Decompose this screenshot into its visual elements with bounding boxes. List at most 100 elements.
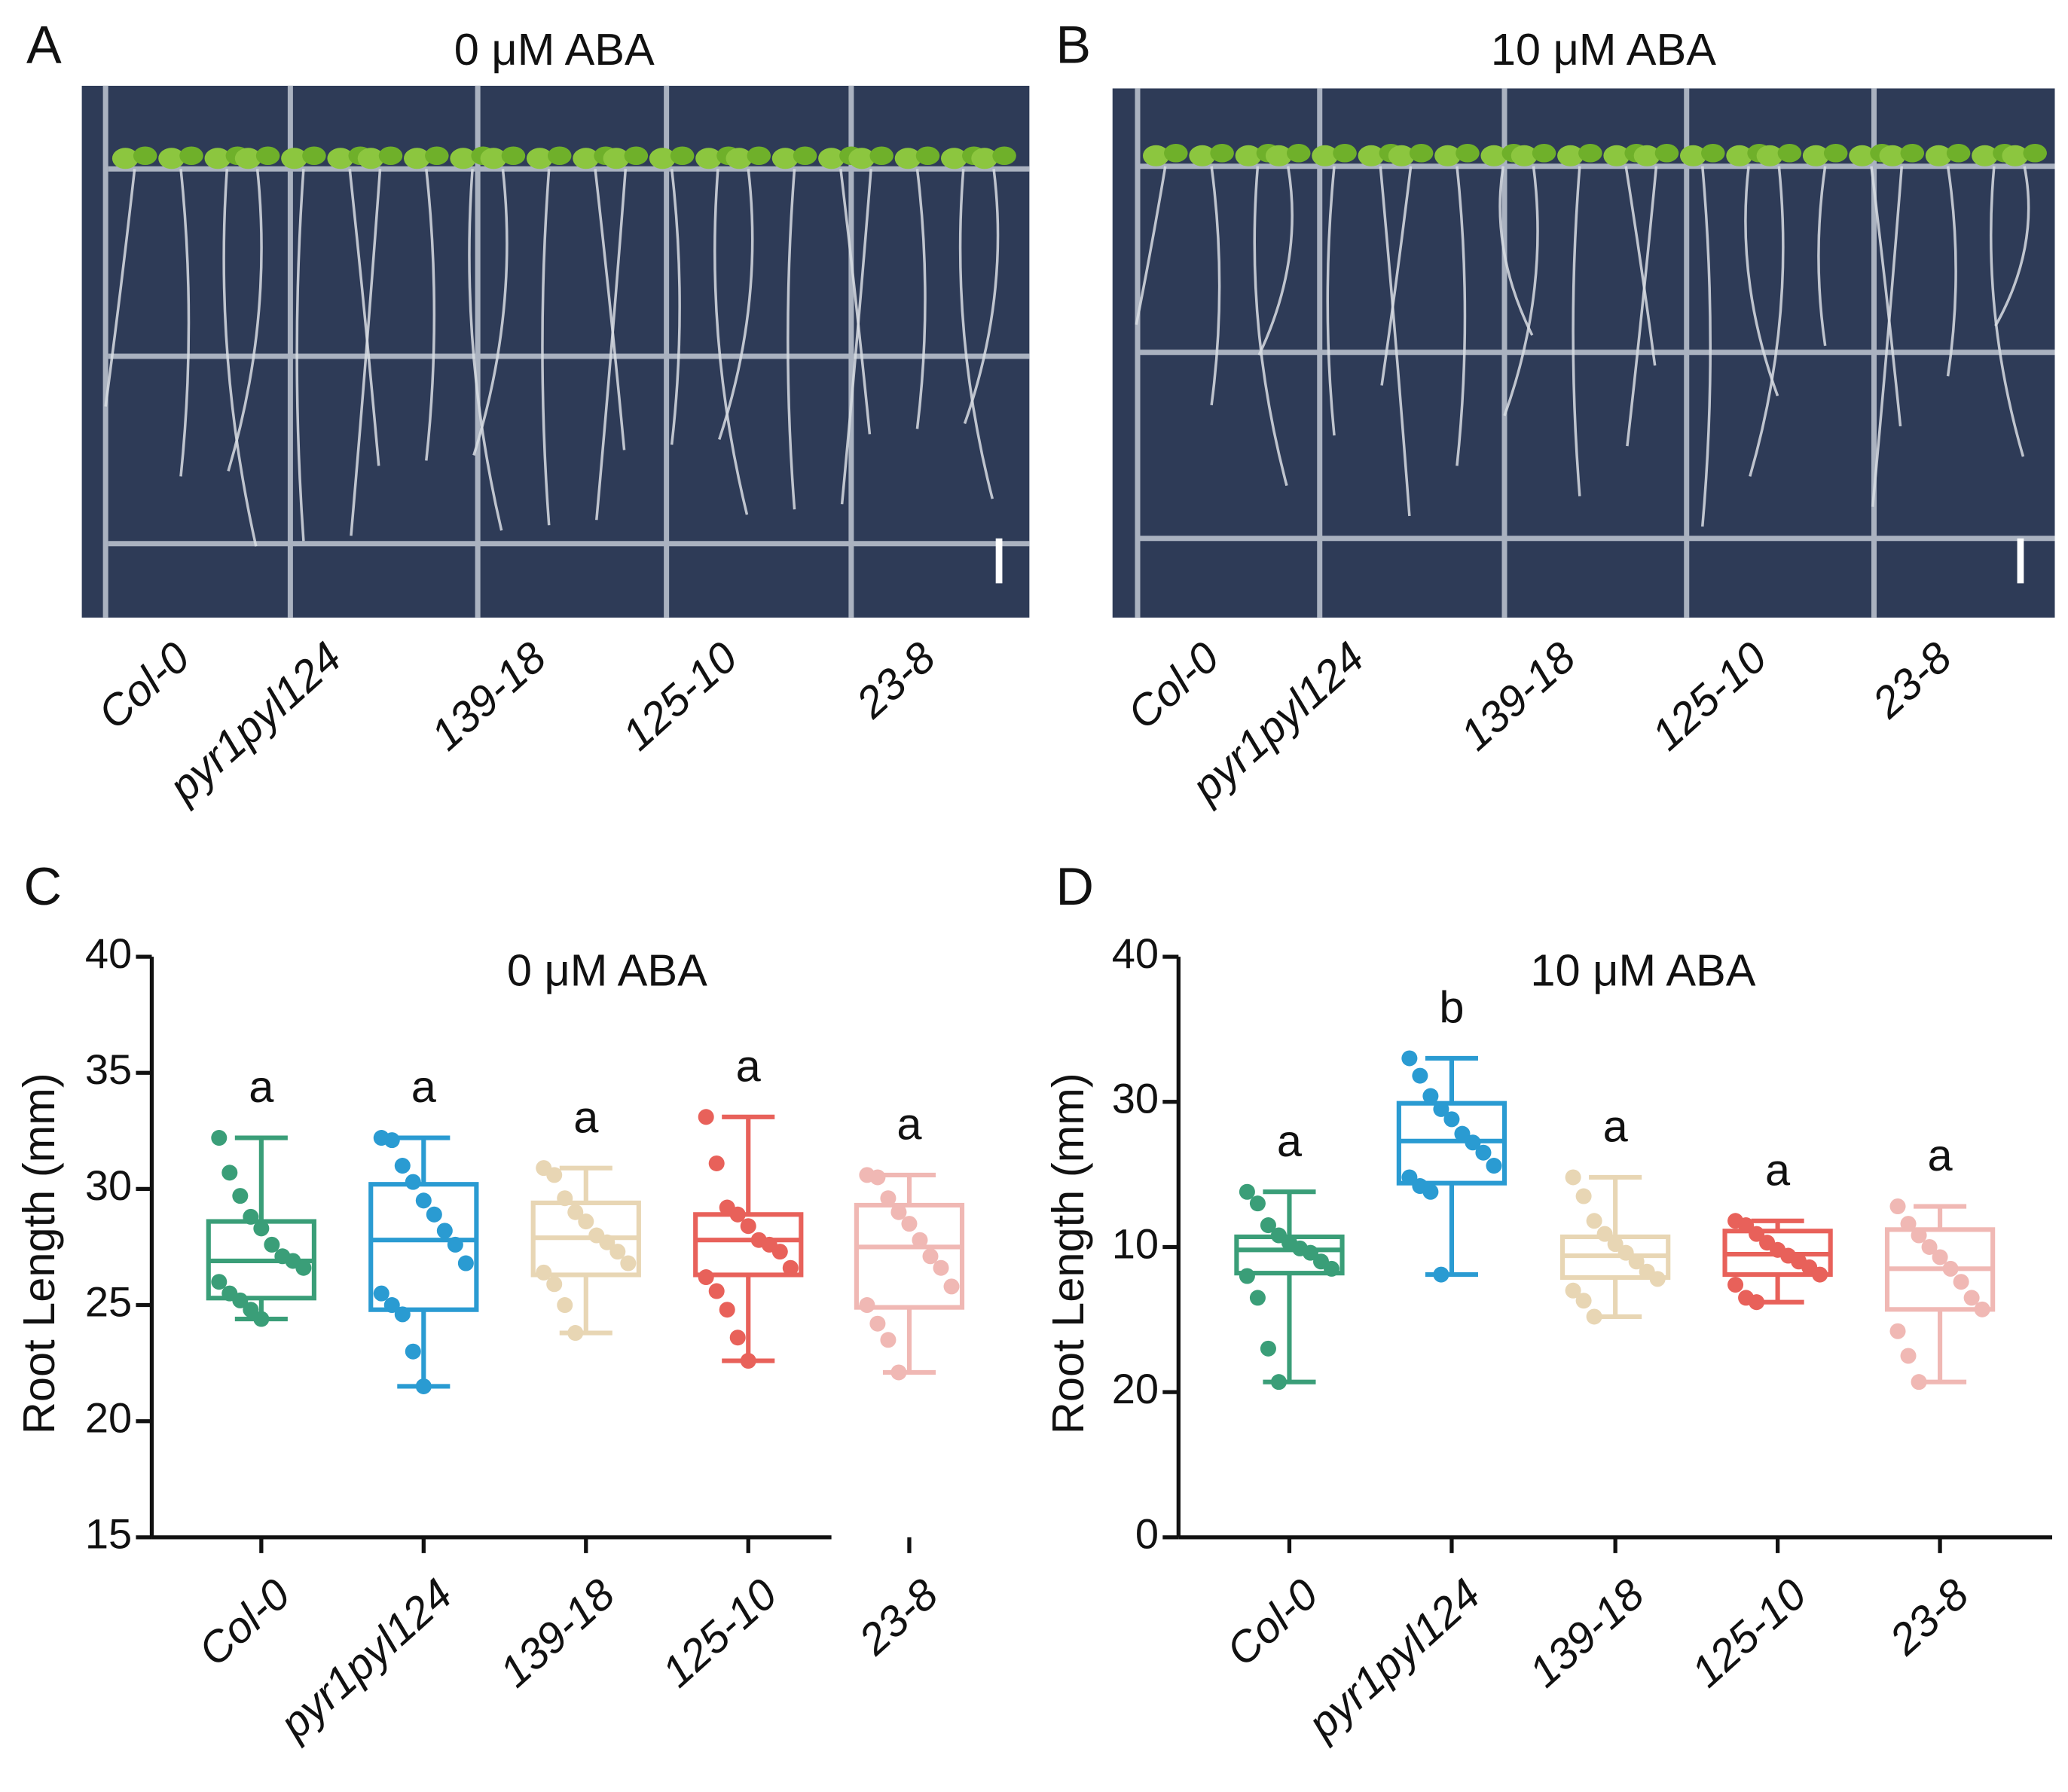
seedling	[1143, 145, 1170, 166]
root	[1994, 166, 2030, 327]
data-point	[1953, 1274, 1969, 1290]
data-point	[1921, 1238, 1938, 1255]
seedling	[357, 148, 384, 169]
y-axis-label: Root Length (mm)	[1043, 1073, 1093, 1434]
root	[1503, 166, 1539, 417]
data-point	[1575, 1188, 1592, 1204]
seedling	[1388, 145, 1415, 166]
root	[1498, 166, 1534, 336]
data-point	[232, 1188, 249, 1204]
seedling	[204, 148, 231, 169]
data-point	[1586, 1213, 1602, 1229]
data-point	[1422, 1183, 1439, 1200]
data-point	[1465, 1134, 1481, 1151]
data-point	[383, 1297, 400, 1314]
seedling	[1946, 143, 1971, 163]
data-point	[1738, 1217, 1755, 1234]
seedling	[133, 146, 157, 166]
y-tick-label: 30	[1112, 1075, 1159, 1122]
data-point	[869, 1315, 886, 1332]
data-point	[1454, 1125, 1471, 1142]
data-point	[546, 1276, 563, 1293]
data-point	[447, 1236, 463, 1253]
root	[1701, 166, 1712, 527]
data-point	[1628, 1253, 1645, 1270]
photo-category: 125-10	[1643, 633, 1776, 760]
photo-category: 23-8	[847, 633, 945, 728]
root	[1572, 166, 1581, 496]
data-point	[880, 1190, 897, 1207]
data-point	[578, 1213, 594, 1230]
root	[1624, 166, 1657, 366]
seedling	[158, 148, 185, 169]
data-point	[880, 1332, 897, 1348]
panel-label: B	[1055, 15, 1091, 74]
data-point	[1433, 1266, 1449, 1283]
seedling	[281, 148, 308, 169]
root	[1870, 166, 1902, 427]
data-point	[1486, 1158, 1502, 1174]
data-point	[1889, 1198, 1906, 1215]
seedling	[1312, 145, 1339, 166]
data-point	[912, 1232, 928, 1248]
root	[1135, 166, 1167, 325]
seedling	[1286, 143, 1311, 163]
seedling	[425, 146, 449, 166]
seedling	[793, 146, 817, 166]
data-point	[557, 1190, 573, 1207]
data-point	[546, 1167, 563, 1183]
photo-category: 125-10	[614, 633, 747, 760]
data-point	[901, 1216, 918, 1232]
seedling	[1511, 145, 1538, 166]
data-point	[415, 1192, 432, 1209]
seedling	[1456, 143, 1480, 163]
data-point	[1401, 1050, 1418, 1067]
data-point	[1239, 1183, 1255, 1200]
data-point	[771, 1244, 788, 1260]
seedling	[971, 148, 998, 169]
significance-letter: b	[1439, 982, 1464, 1033]
panel-label: A	[26, 15, 62, 74]
data-point	[1942, 1260, 1959, 1277]
root	[594, 169, 626, 450]
root	[1326, 166, 1336, 436]
seedling	[747, 146, 771, 166]
root	[595, 169, 628, 521]
data-point	[1575, 1293, 1592, 1309]
seedling	[179, 146, 203, 166]
data-point	[1324, 1260, 1340, 1277]
photo-category: 23-8	[1863, 633, 1961, 728]
data-point	[1412, 1067, 1428, 1084]
root	[787, 169, 796, 510]
data-point	[1727, 1277, 1744, 1293]
photo-category: 139-18	[1452, 633, 1585, 760]
root	[1253, 166, 1288, 487]
y-tick-label: 40	[1112, 930, 1159, 977]
seedling	[501, 146, 526, 166]
data-point	[567, 1325, 584, 1342]
y-tick-label: 25	[85, 1278, 132, 1325]
seedling	[1879, 145, 1906, 166]
data-point	[1443, 1111, 1460, 1128]
data-point	[698, 1269, 714, 1286]
seedling	[327, 148, 354, 169]
data-point	[295, 1259, 312, 1276]
data-point	[1249, 1195, 1266, 1212]
seedling	[255, 146, 280, 166]
significance-letter: a	[897, 1099, 922, 1149]
root	[915, 169, 927, 429]
panel-label: C	[24, 857, 63, 916]
x-tick-label: 125-10	[653, 1570, 787, 1696]
data-point	[253, 1220, 270, 1237]
data-point	[1649, 1271, 1666, 1287]
y-tick-label: 35	[85, 1046, 132, 1093]
seedling	[1726, 145, 1753, 166]
data-point	[1889, 1323, 1906, 1339]
data-point	[253, 1311, 270, 1327]
data-point	[708, 1283, 725, 1299]
y-tick-label: 0	[1135, 1510, 1159, 1558]
data-point	[1749, 1226, 1765, 1242]
seedling	[1849, 145, 1876, 166]
seedling	[404, 148, 431, 169]
seedling	[1578, 143, 1602, 163]
